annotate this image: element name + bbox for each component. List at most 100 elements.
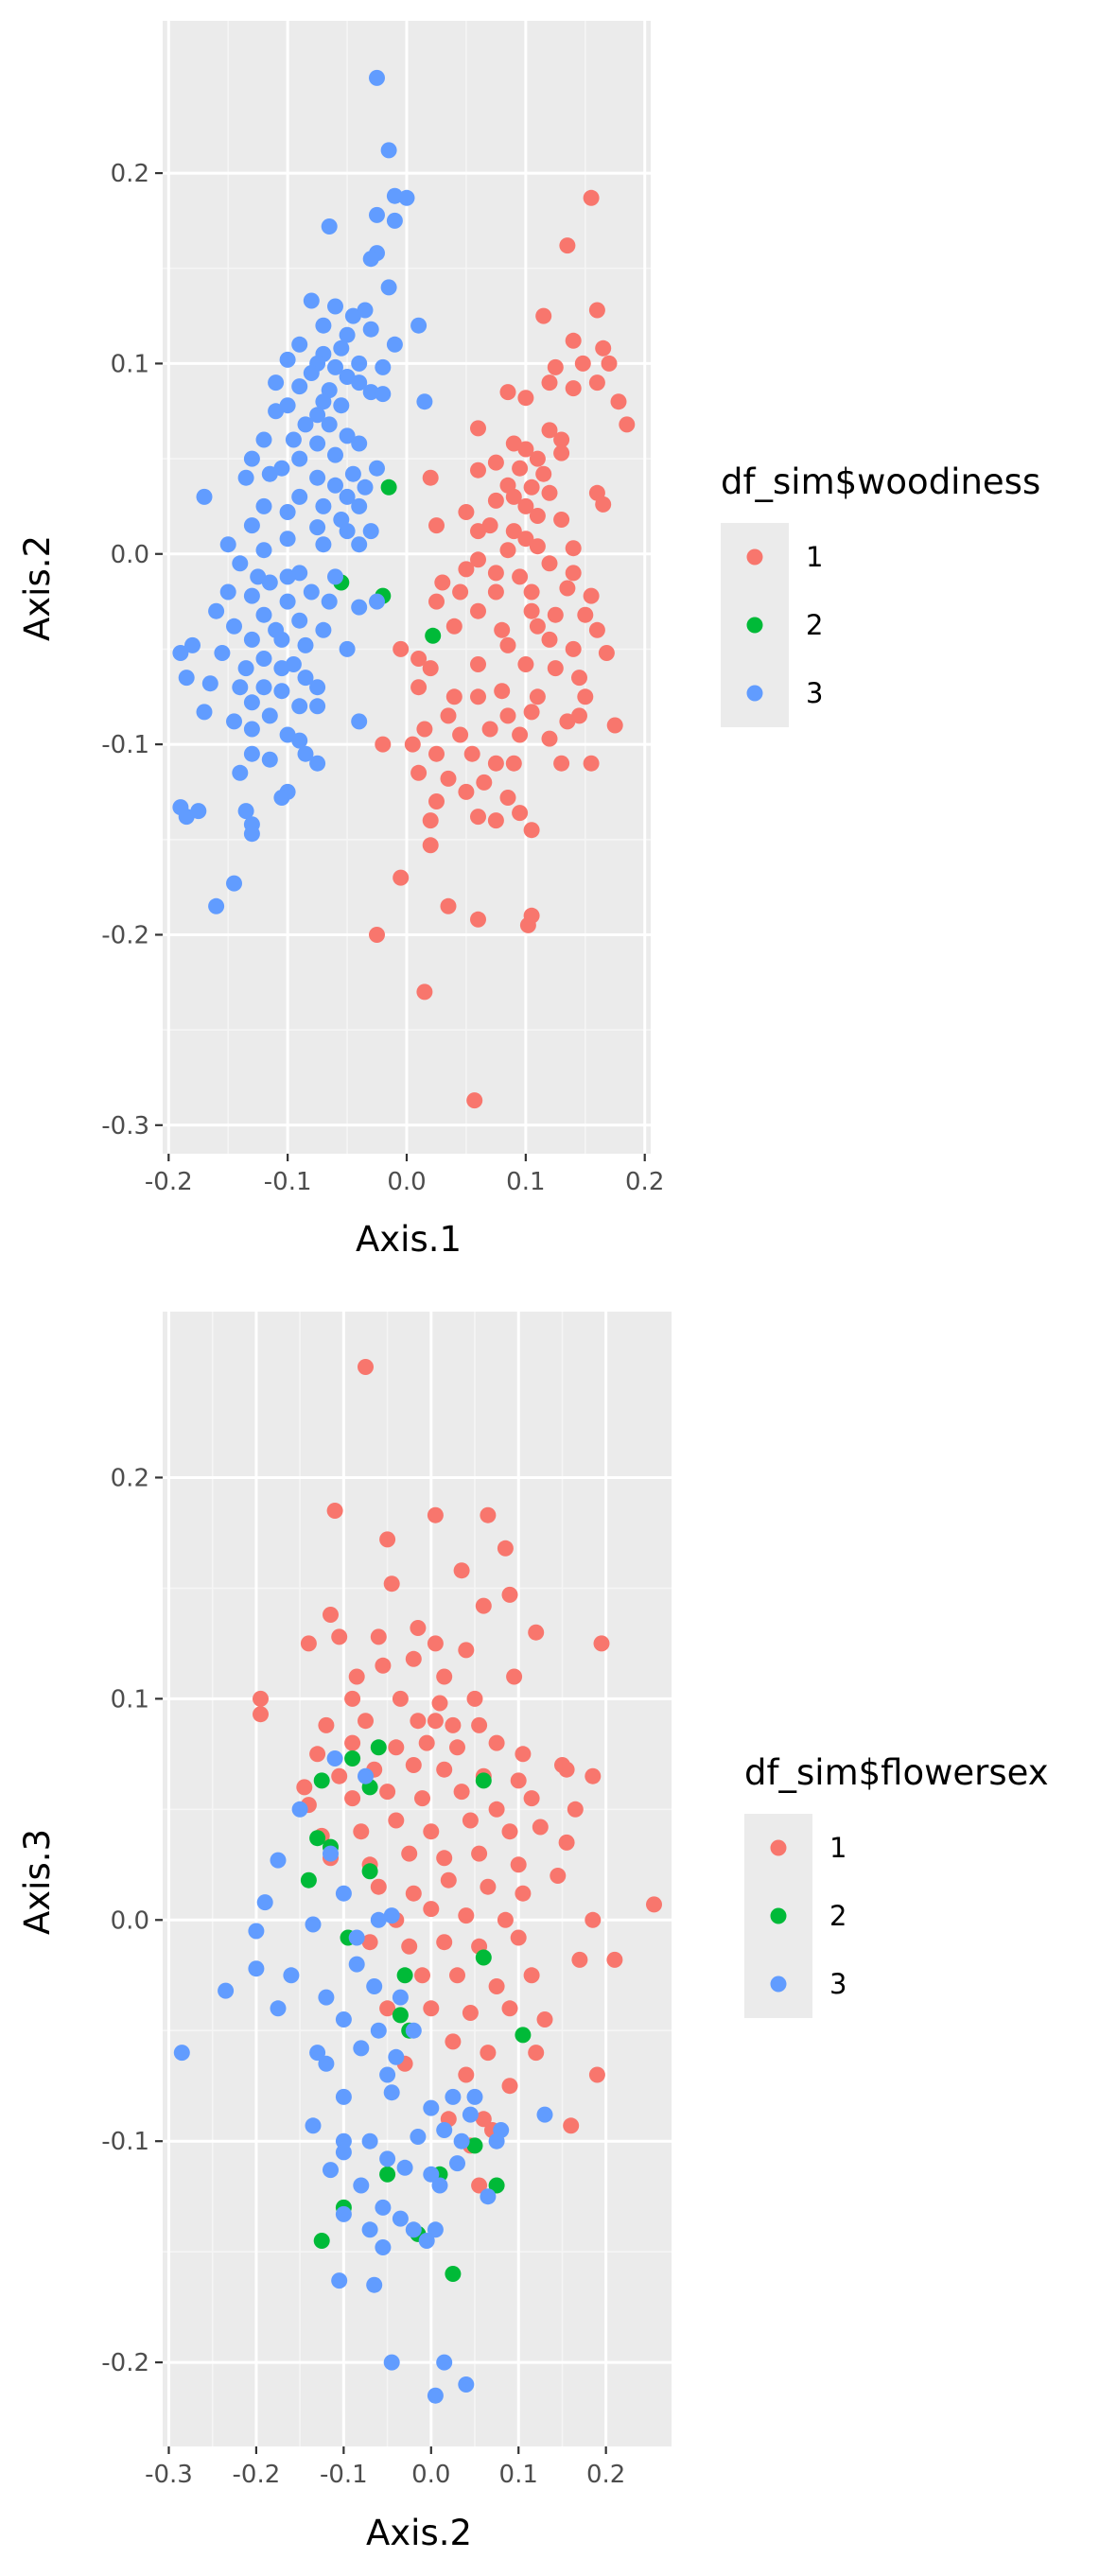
data-point [488, 2177, 505, 2194]
data-point [436, 2354, 453, 2371]
data-point [462, 1812, 479, 1829]
data-point [405, 1650, 422, 1667]
plot-panel [163, 1312, 672, 2446]
data-point [386, 336, 403, 353]
data-point [510, 1772, 527, 1789]
data-point [315, 317, 332, 334]
data-point [335, 2132, 352, 2150]
data-point [449, 2155, 465, 2172]
data-point [291, 378, 308, 395]
data-point [366, 1978, 383, 1994]
data-point [393, 640, 410, 657]
data-point [588, 302, 605, 319]
data-point [571, 707, 587, 724]
data-point [375, 2199, 392, 2216]
y-tick-label: 0.1 [111, 350, 149, 378]
data-point [383, 1907, 400, 1924]
data-point [497, 1911, 514, 1928]
data-point [219, 583, 236, 600]
data-point [425, 627, 442, 644]
data-point [453, 1784, 470, 1801]
data-point [243, 826, 260, 843]
data-point [515, 2027, 532, 2044]
data-point [512, 568, 529, 585]
data-point [588, 621, 605, 638]
data-point [331, 1767, 348, 1784]
data-point [517, 441, 534, 458]
data-point [434, 574, 451, 591]
x-tick-label: 0.1 [506, 1168, 545, 1196]
data-point [243, 631, 260, 648]
data-point [369, 927, 385, 943]
data-point [583, 587, 600, 604]
data-point [445, 2266, 462, 2282]
data-point [453, 2132, 470, 2150]
data-point [255, 431, 272, 448]
data-point [305, 2117, 322, 2134]
legend-key-2 [746, 617, 763, 634]
data-point [313, 1772, 330, 1789]
data-point [462, 2106, 479, 2123]
data-point [386, 212, 403, 229]
data-point [505, 435, 522, 452]
data-point [547, 606, 564, 623]
series-1 [369, 189, 636, 1109]
data-point [309, 679, 326, 696]
data-point [331, 2272, 348, 2289]
data-point [458, 504, 475, 520]
legend-label: 2 [829, 1900, 846, 1932]
data-point [583, 755, 600, 772]
data-point [361, 1934, 378, 1951]
data-point [501, 1823, 518, 1840]
data-point [383, 2084, 400, 2101]
data-point [388, 2048, 405, 2065]
data-point [571, 670, 587, 687]
data-point [436, 2122, 453, 2138]
data-point [494, 683, 511, 700]
data-point [427, 1506, 444, 1523]
data-point [487, 812, 504, 829]
data-point [309, 2045, 326, 2062]
data-point [300, 1871, 317, 1888]
data-point [279, 531, 296, 548]
data-point [344, 1690, 361, 1707]
data-point [563, 2117, 580, 2134]
data-point [418, 1734, 435, 1751]
data-point [291, 698, 308, 715]
data-point [362, 384, 379, 401]
data-point [291, 336, 308, 353]
x-axis-title: Axis.1 [356, 1219, 462, 1260]
data-point [326, 1503, 343, 1519]
data-point [452, 726, 469, 743]
data-point [583, 189, 600, 206]
data-point [565, 380, 582, 397]
data-point [541, 555, 558, 572]
data-point [512, 460, 529, 477]
data-point [458, 2066, 475, 2083]
data-point [416, 721, 433, 738]
y-tick-label: 0.0 [111, 1906, 149, 1935]
data-point [422, 812, 439, 829]
data-point [487, 755, 504, 772]
data-point [494, 621, 511, 638]
data-point [309, 435, 326, 452]
data-point [339, 427, 356, 444]
data-point [353, 1823, 370, 1840]
data-point [565, 640, 582, 657]
scatter-plot-woodiness: -0.2 -0.1 0.0 0.1 0.2 -0.3-0.2-0.10.00.10.2 … [17, 21, 1040, 1260]
data-point [565, 332, 582, 349]
y-tick-label: -0.2 [101, 2349, 149, 2377]
data-point [226, 875, 242, 892]
y-axis: -0.3 -0.2 -0.1 0.0 0.1 0.2 [101, 160, 163, 1140]
data-point [410, 317, 428, 334]
y-axis-title: Axis.3 [17, 1829, 58, 1935]
data-point [541, 422, 558, 439]
data-point [353, 2040, 370, 2057]
data-point [453, 1562, 470, 1579]
data-point [297, 636, 314, 653]
data-point [423, 2166, 440, 2183]
data-point [588, 374, 605, 392]
data-point [440, 770, 457, 787]
data-point [370, 1911, 387, 1928]
data-point [505, 488, 522, 505]
